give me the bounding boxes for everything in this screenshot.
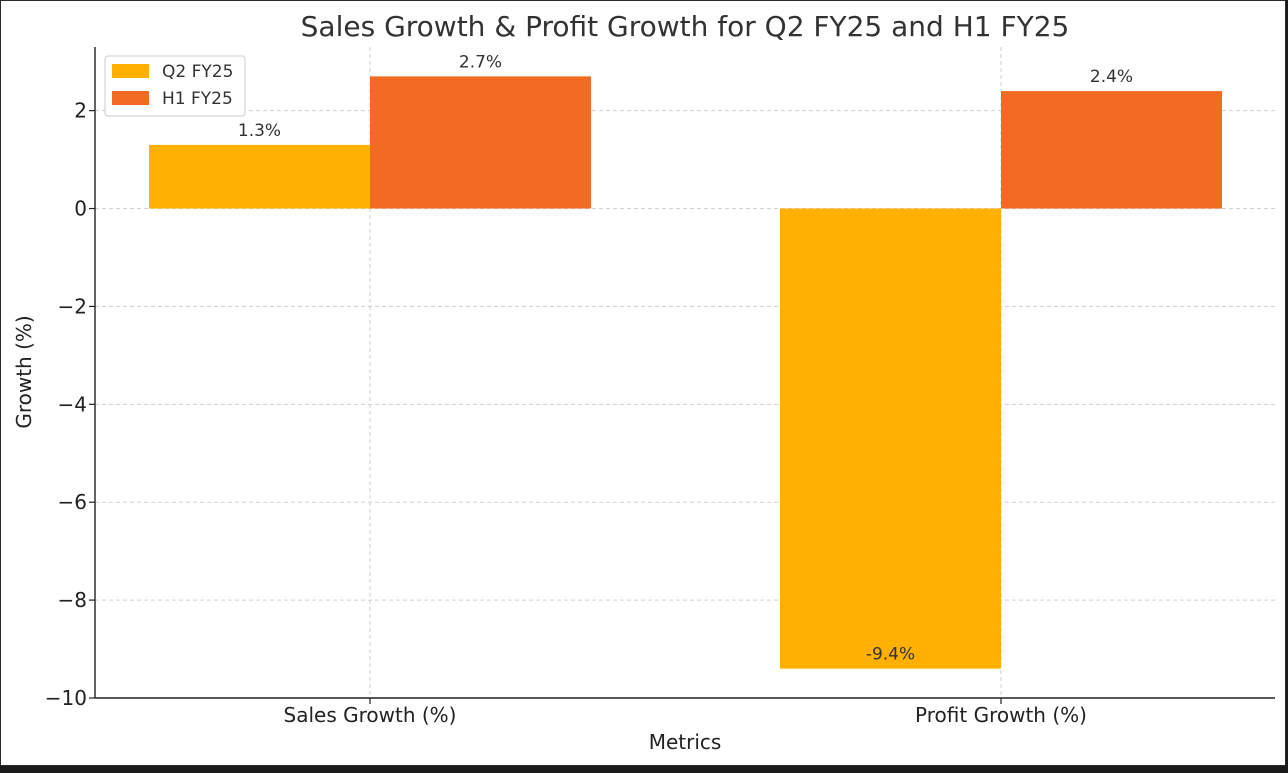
- y-axis-label: Growth (%): [12, 315, 36, 428]
- y-ticks: 2 0 −2 −4 −6 −8 −10: [45, 99, 95, 710]
- legend-label-q2: Q2 FY25: [162, 62, 233, 82]
- x-axis-label: Metrics: [649, 730, 722, 754]
- bar-q2-fy25-profit-growth: [780, 208, 1001, 669]
- bar-label-q2-fy25-profit-growth: -9.4%: [866, 645, 915, 665]
- chart-title: Sales Growth & Profit Growth for Q2 FY25…: [301, 10, 1070, 43]
- bars: [149, 76, 1222, 669]
- legend-label-h1: H1 FY25: [162, 89, 233, 109]
- legend-swatch-h1: [112, 91, 149, 105]
- legend: Q2 FY25 H1 FY25: [104, 55, 246, 117]
- bar-label-q2-fy25-sales-growth: 1.3%: [238, 121, 281, 141]
- y-tick-label: −2: [58, 294, 87, 318]
- bar-labels: 1.3% -9.4% 2.7% 2.4%: [238, 52, 1133, 664]
- bar-label-h1-fy25-sales-growth: 2.7%: [459, 52, 502, 72]
- y-tick-label: −10: [45, 686, 87, 710]
- x-tick-label: Sales Growth (%): [284, 703, 457, 727]
- y-tick-label: −8: [58, 588, 87, 612]
- x-tick-label: Profit Growth (%): [915, 703, 1087, 727]
- bar-q2-fy25-sales-growth: [149, 144, 370, 209]
- bar-label-h1-fy25-profit-growth: 2.4%: [1090, 67, 1133, 87]
- legend-swatch-q2: [112, 64, 149, 78]
- bar-h1-fy25-profit-growth: [1001, 91, 1222, 209]
- y-tick-label: 2: [74, 99, 87, 123]
- x-ticks: Sales Growth (%) Profit Growth (%): [284, 698, 1087, 727]
- y-tick-label: −6: [58, 490, 87, 514]
- y-tick-label: −4: [58, 392, 87, 416]
- y-tick-label: 0: [74, 197, 87, 221]
- bar-h1-fy25-sales-growth: [370, 76, 591, 209]
